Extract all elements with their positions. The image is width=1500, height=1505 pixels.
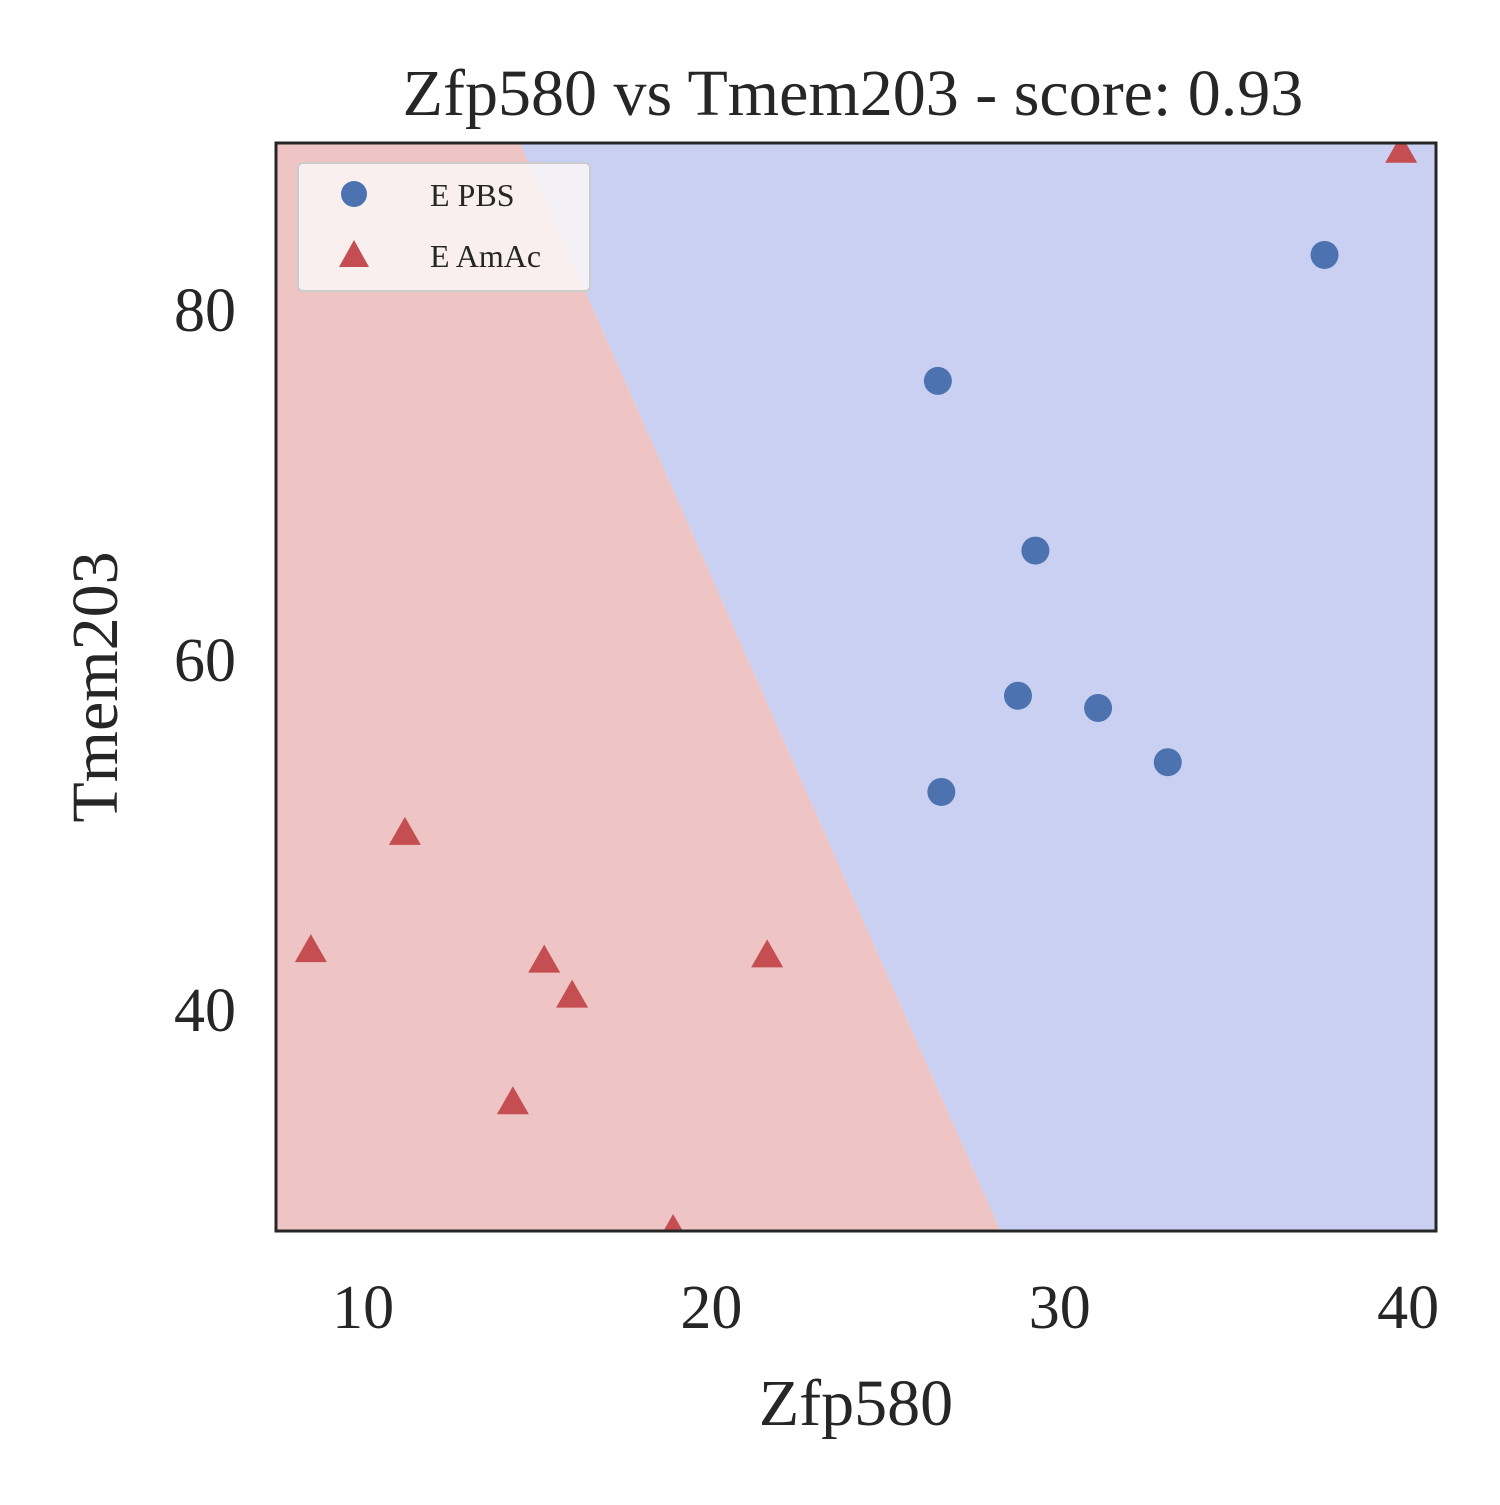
- legend: E PBS E AmAc: [297, 162, 591, 292]
- x-axis-ticks: 10 20 30 40: [332, 1274, 1439, 1342]
- point-e-pbs: [923, 366, 952, 395]
- legend-marker-triangle-icon: [339, 240, 369, 267]
- point-e-pbs: [927, 777, 956, 806]
- x-tick-label: 10: [332, 1274, 394, 1342]
- point-e-pbs: [1310, 240, 1339, 269]
- point-e-amac: [388, 816, 421, 845]
- legend-label-e-amac: E AmAc: [430, 238, 541, 274]
- point-e-amac: [556, 979, 589, 1008]
- point-e-pbs: [1003, 681, 1032, 710]
- y-axis-label: Tmem203: [59, 551, 132, 822]
- point-e-pbs: [1021, 536, 1050, 565]
- legend-box: [297, 162, 591, 292]
- point-e-amac: [751, 939, 784, 968]
- x-tick-label: 40: [1377, 1274, 1439, 1342]
- y-axis-ticks: 40 60 80: [174, 277, 236, 1045]
- x-tick-label: 20: [680, 1274, 742, 1342]
- point-e-pbs: [1153, 748, 1182, 777]
- point-e-amac: [528, 944, 561, 973]
- data-points: [294, 143, 1418, 1231]
- point-e-amac: [496, 1086, 529, 1115]
- y-tick-label: 60: [174, 627, 236, 695]
- legend-label-e-pbs: E PBS: [430, 177, 514, 213]
- x-tick-label: 30: [1029, 1274, 1091, 1342]
- decision-regions: [276, 143, 1436, 1231]
- region-e-pbs: [519, 143, 1436, 1231]
- legend-marker-circle-icon: [341, 181, 367, 207]
- plot-frame: [274, 141, 1438, 1233]
- y-tick-label: 40: [174, 977, 236, 1045]
- point-e-amac: [663, 1214, 683, 1231]
- y-tick-label: 80: [174, 277, 236, 345]
- point-e-amac: [294, 934, 327, 963]
- chart-title: Zfp580 vs Tmem203 - score: 0.93: [403, 57, 1304, 130]
- x-axis-label: Zfp580: [759, 1367, 953, 1440]
- region-e-amac: [276, 143, 1001, 1231]
- point-e-amac: [1385, 143, 1418, 163]
- point-e-pbs: [1084, 693, 1113, 722]
